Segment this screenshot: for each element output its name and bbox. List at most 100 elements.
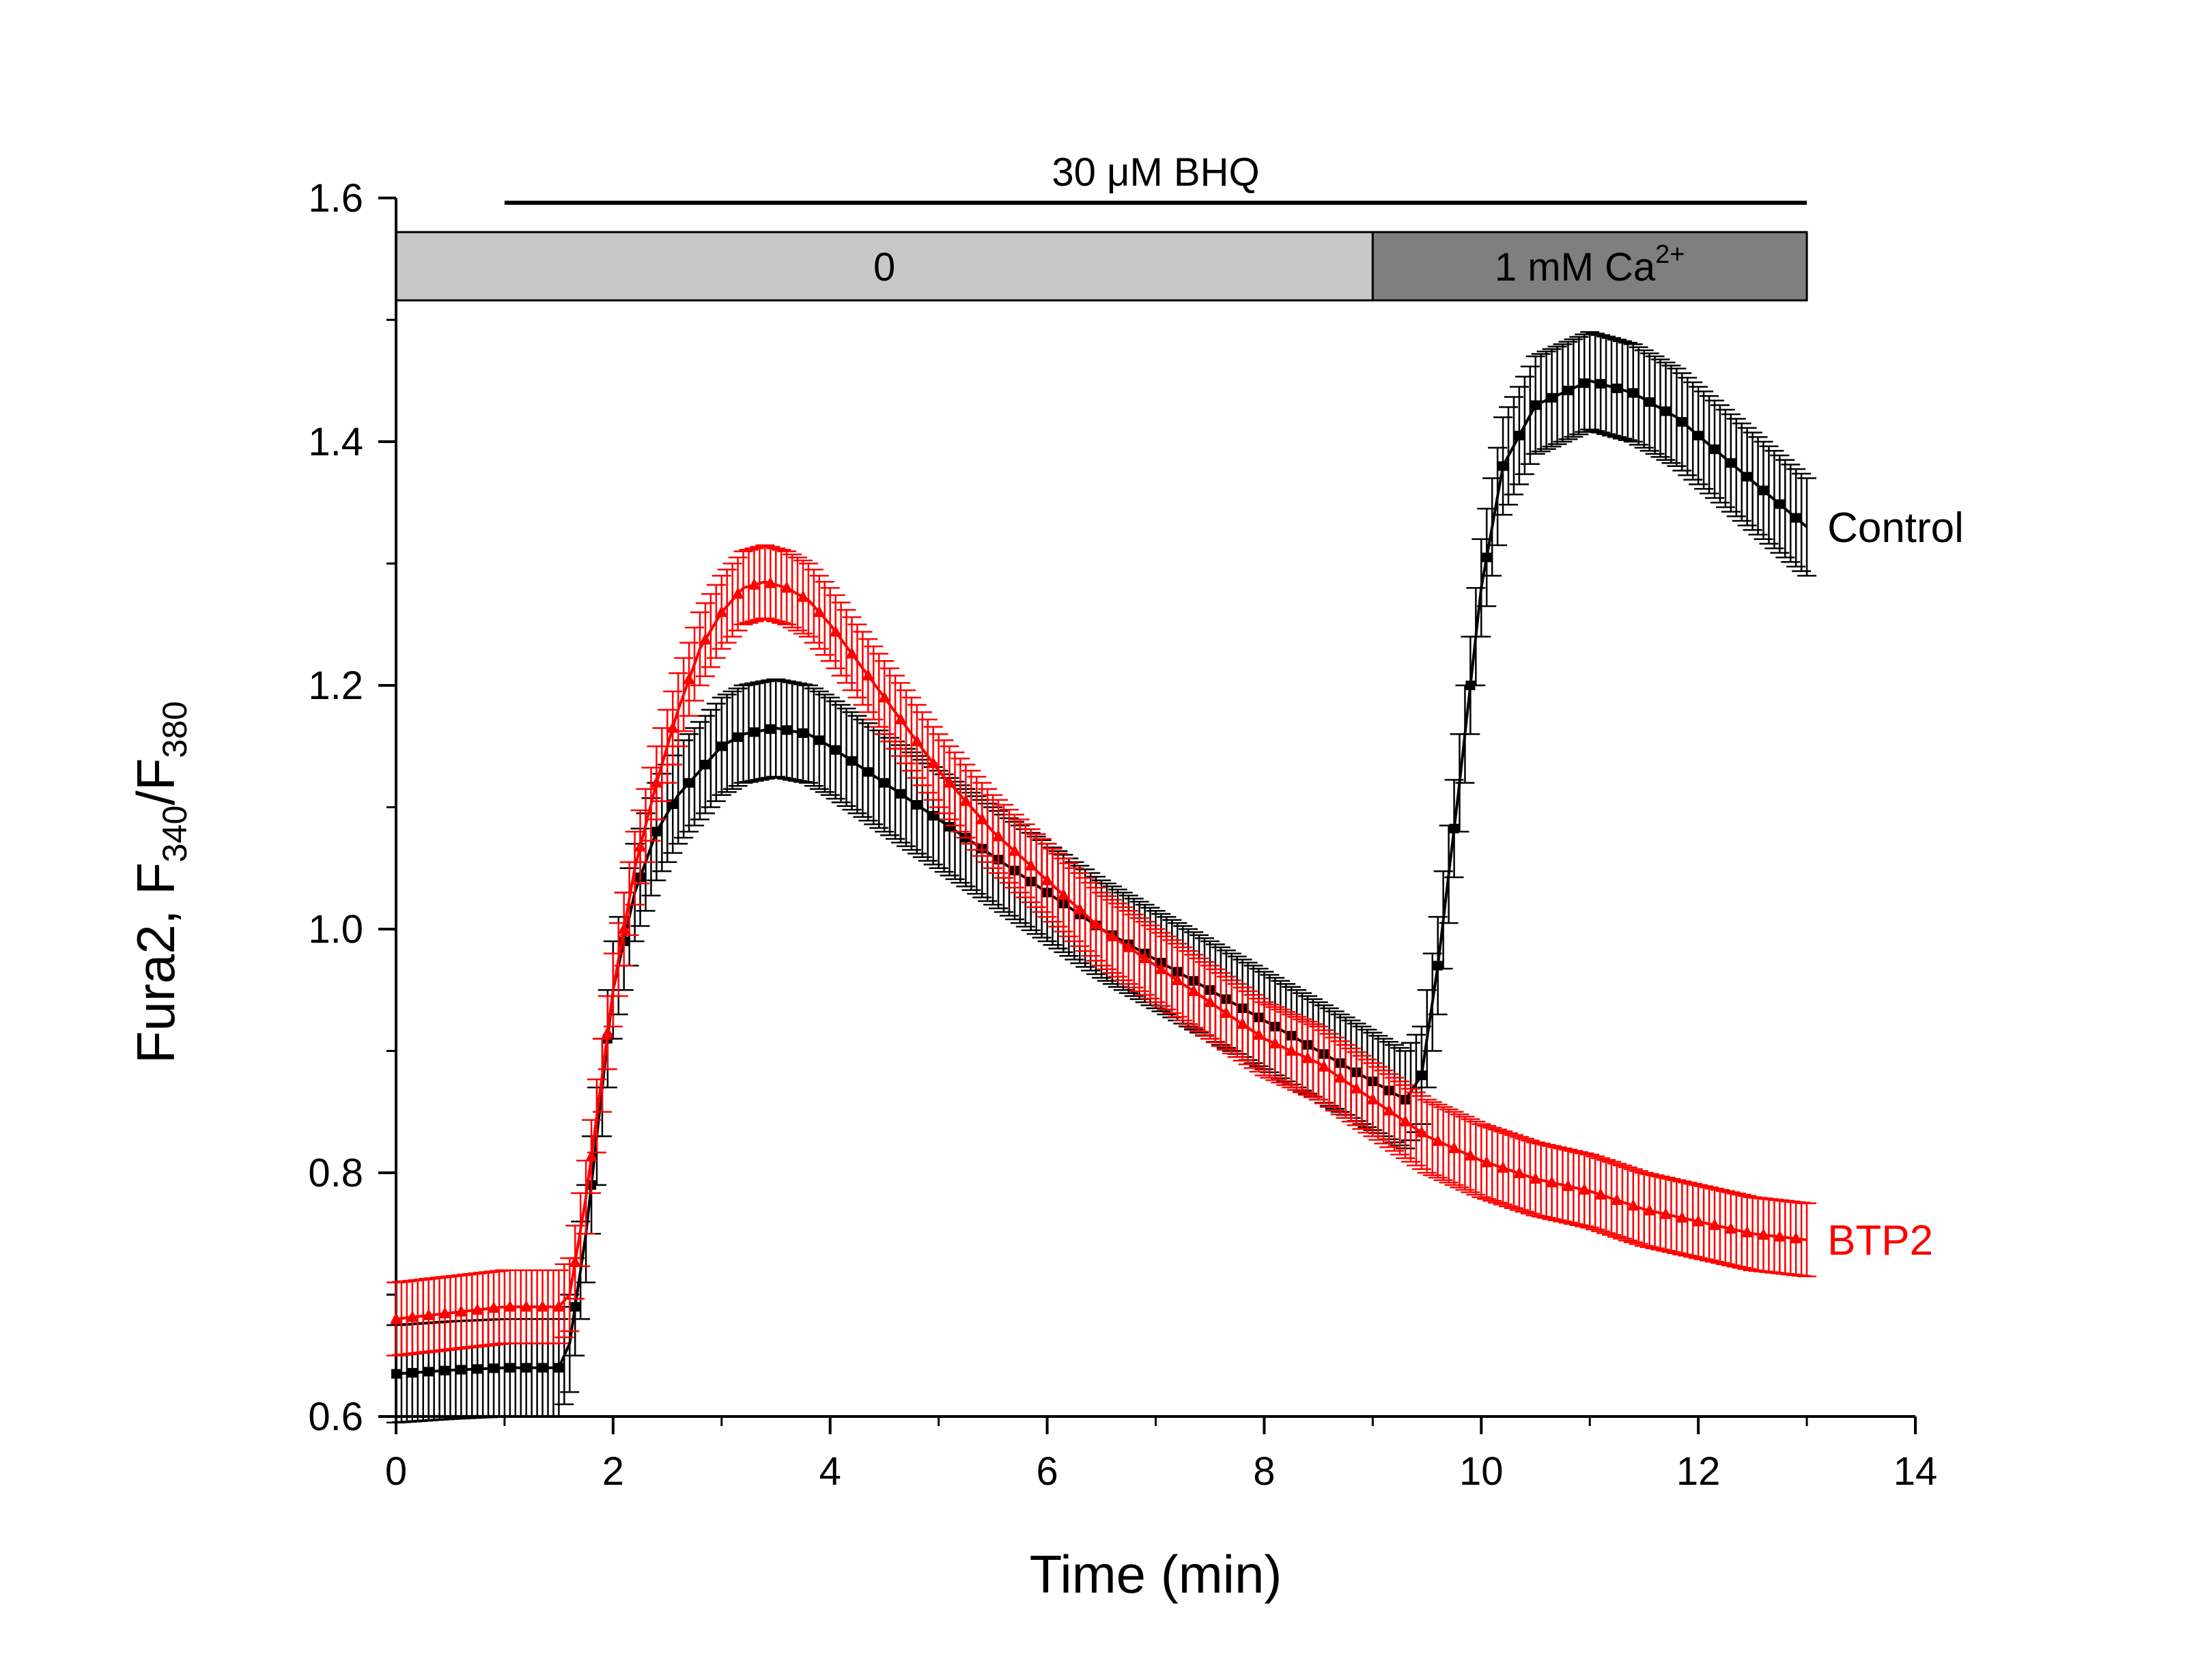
data-point — [471, 1302, 484, 1315]
data-point — [959, 794, 972, 806]
series-btp2 — [386, 544, 1817, 1356]
x-tick-label: 10 — [1459, 1449, 1504, 1494]
data-point — [1775, 499, 1785, 509]
data-point — [440, 1365, 450, 1376]
data-point — [1627, 1199, 1639, 1211]
data-point — [554, 1363, 564, 1373]
data-point — [585, 1150, 598, 1162]
data-point — [520, 1300, 533, 1312]
data-point — [1317, 1059, 1330, 1072]
data-point — [733, 732, 743, 742]
series-layer — [386, 331, 1817, 1424]
data-point — [617, 922, 630, 934]
bhq-annotation: 30 μM BHQ — [504, 150, 1807, 205]
data-point — [473, 1364, 483, 1374]
data-point — [1579, 378, 1590, 388]
data-point — [1512, 1166, 1525, 1178]
data-point — [391, 1369, 401, 1379]
x-tick-label: 4 — [819, 1449, 841, 1494]
y-axis-title: Fura2, F340/F380 — [126, 701, 194, 1064]
data-point — [1610, 1193, 1623, 1206]
solution-bar-calcium-label: 1 mM Ca2+ — [1495, 240, 1685, 289]
data-point — [1563, 386, 1573, 396]
data-point — [503, 1300, 516, 1312]
data-point — [1498, 461, 1508, 471]
data-point — [1676, 1211, 1689, 1223]
data-point — [570, 1302, 580, 1312]
data-point — [1415, 1126, 1428, 1138]
x-tick-label: 2 — [602, 1449, 624, 1494]
data-point — [796, 590, 809, 602]
data-point — [423, 1367, 434, 1377]
data-point — [765, 724, 776, 734]
data-point — [489, 1363, 499, 1373]
data-point — [1480, 1155, 1493, 1167]
solution-bars: 0 1 mM Ca2+ — [395, 231, 1808, 302]
data-point — [1742, 472, 1752, 482]
data-point — [700, 760, 710, 770]
y-tick-label: 1.0 — [308, 907, 363, 952]
data-point — [782, 725, 792, 735]
data-point — [976, 812, 989, 825]
data-point — [1008, 844, 1021, 856]
x-axis-title: Time (min) — [1030, 1544, 1282, 1604]
data-point — [928, 810, 938, 821]
data-point — [1758, 485, 1769, 496]
data-point — [521, 1363, 531, 1373]
data-point — [1366, 1092, 1379, 1105]
x-tick-label: 6 — [1036, 1449, 1058, 1494]
data-point — [1562, 1179, 1575, 1191]
data-point — [1122, 940, 1135, 952]
data-point — [1514, 431, 1524, 441]
data-point — [1138, 951, 1151, 963]
data-point — [927, 756, 940, 769]
data-point — [1431, 1134, 1444, 1146]
data-point — [634, 840, 647, 852]
data-point — [1350, 1081, 1363, 1094]
data-point — [1693, 431, 1704, 441]
data-point — [1708, 1218, 1721, 1230]
data-point — [1709, 444, 1719, 455]
data-point — [912, 799, 922, 810]
y-tick-label: 1.2 — [308, 664, 363, 708]
data-point — [455, 1305, 468, 1317]
data-point — [1041, 873, 1054, 885]
data-point — [944, 822, 955, 832]
data-point — [1301, 1051, 1314, 1064]
x-tick-label: 8 — [1253, 1449, 1275, 1494]
data-point — [390, 1312, 402, 1324]
data-point — [1659, 1207, 1672, 1219]
calcium-label-text: 1 mM Ca — [1495, 245, 1656, 289]
data-point — [1529, 1171, 1542, 1184]
y-axis-title-mid: /F — [126, 758, 186, 805]
data-point — [716, 741, 727, 752]
data-point — [863, 767, 873, 777]
data-point — [878, 690, 891, 702]
data-point — [650, 775, 663, 788]
data-point — [910, 735, 923, 747]
data-point — [829, 625, 842, 637]
data-point — [1220, 1006, 1233, 1019]
data-point — [1236, 1017, 1249, 1029]
data-point — [1773, 1229, 1786, 1242]
data-point — [764, 576, 777, 588]
data-point — [1791, 513, 1801, 523]
data-point — [456, 1365, 466, 1375]
data-point — [1269, 1036, 1282, 1049]
data-point — [813, 605, 826, 617]
data-point — [1203, 995, 1216, 1008]
data-point — [1448, 1141, 1461, 1154]
y-axis-title-sub2: 380 — [156, 701, 194, 758]
data-point — [407, 1367, 417, 1378]
data-point — [1464, 1149, 1477, 1161]
data-point — [406, 1310, 419, 1322]
y-tick-label: 1.6 — [308, 176, 363, 220]
bhq-label: 30 μM BHQ — [1052, 150, 1259, 195]
data-point — [1545, 1176, 1558, 1188]
data-point — [1661, 406, 1671, 416]
y-axis-title-sub1: 340 — [156, 806, 194, 862]
data-point — [1383, 1103, 1396, 1115]
data-point — [683, 672, 696, 685]
data-point — [992, 829, 1005, 842]
